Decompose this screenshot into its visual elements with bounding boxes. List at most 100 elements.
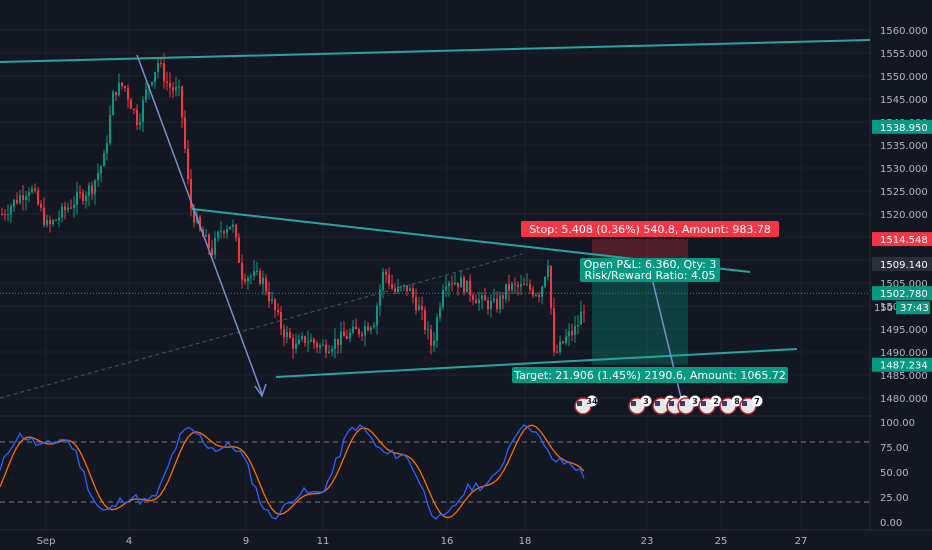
candle-body (382, 271, 384, 291)
current-price-tag[interactable] (872, 286, 932, 301)
candle-body (193, 208, 195, 223)
candle-body (19, 195, 21, 204)
candle-body (361, 334, 363, 336)
candle-body (154, 71, 156, 83)
candle-body (364, 326, 366, 336)
economic-events[interactable]: 343333287 (574, 395, 763, 415)
down-arrow-line[interactable] (136, 54, 263, 395)
candle-body (226, 229, 228, 233)
candle-body (550, 265, 552, 309)
candle-body (487, 300, 489, 310)
candle-body (577, 324, 579, 327)
stoch-k-line (0, 424, 585, 520)
candle-body (517, 284, 519, 287)
event-count-badge (689, 395, 701, 407)
candle-body (310, 339, 312, 342)
candle-body (319, 345, 321, 348)
candle-body (58, 217, 60, 221)
candle-body (325, 344, 327, 353)
candle-body (187, 148, 189, 180)
candle-body (475, 299, 477, 304)
candle-body (262, 277, 264, 285)
candle-body (391, 284, 393, 289)
candle-body (178, 86, 180, 88)
candle-body (118, 82, 120, 96)
oscillator-tick-label: 50.00 (880, 468, 909, 479)
flag-canton (655, 401, 660, 406)
candle-body (571, 331, 573, 335)
candle-body (460, 277, 462, 288)
countdown-text: 37:43 (900, 303, 929, 314)
candle-body (316, 343, 318, 348)
candle-body (349, 332, 351, 339)
candle-body (34, 188, 36, 191)
price-axis[interactable]: 1560.0001555.0001550.0001545.0001540.000… (872, 0, 932, 530)
candle-body (43, 207, 45, 225)
candle-body (241, 262, 243, 280)
candle-body (340, 331, 342, 345)
price-tick-label: 1550.000 (880, 72, 928, 83)
resistance-tag[interactable] (872, 119, 932, 134)
time-tick-label: 18 (519, 536, 532, 547)
candle-body (199, 216, 201, 230)
price-tick-label: 1555.000 (880, 49, 928, 60)
time-axis[interactable]: Sep 4 9 11 16 18 23 25 27 (0, 531, 932, 550)
flag-canton (722, 401, 727, 406)
time-tick-label: 4 (126, 536, 132, 547)
time-tick-label: 11 (317, 536, 330, 547)
candle-body (1, 214, 3, 215)
candle-body (238, 237, 240, 263)
candle-body (562, 341, 564, 344)
projection-arrow-line[interactable] (649, 269, 685, 411)
candle-body (46, 219, 48, 225)
candle-body (412, 288, 414, 298)
price-tick-label: 1490.000 (880, 348, 928, 359)
candle-body (7, 214, 9, 216)
candle-body (457, 282, 459, 288)
candle-body (565, 336, 567, 344)
stop-label-box[interactable] (521, 221, 779, 237)
candle-body (490, 300, 492, 310)
open-pnl-box[interactable] (580, 258, 720, 282)
candle-body (250, 275, 252, 278)
candle-body (424, 309, 426, 330)
candle-body (304, 336, 306, 343)
target-label-box[interactable] (512, 367, 788, 383)
candle-body (328, 351, 330, 353)
candle-body (142, 100, 144, 122)
event-count: 8 (734, 397, 740, 406)
candle-body (76, 192, 78, 205)
candle-body (415, 297, 417, 311)
candle-body (454, 282, 456, 285)
candle-body (133, 108, 135, 110)
target-tag[interactable] (872, 357, 932, 372)
candle-body (4, 214, 6, 216)
triangle-lower-line[interactable] (275, 348, 798, 378)
stop-tag[interactable] (872, 232, 932, 247)
price-tick-label: 1545.000 (880, 95, 928, 106)
candle-body (115, 91, 117, 96)
stop-tag-text: 1514.548 (880, 235, 928, 246)
candle-body (283, 328, 285, 338)
position-labels[interactable]: Stop: 5.408 (0.36%) 540.8, Amount: 983.7… (512, 221, 788, 383)
candle-body (274, 299, 276, 311)
candle-body (346, 336, 348, 339)
event-count-badge (751, 395, 763, 407)
candle-body (127, 88, 129, 100)
dashed-trendline[interactable] (0, 253, 523, 399)
candle-body (520, 283, 522, 287)
candle-body (289, 331, 291, 338)
candle-body (469, 280, 471, 296)
candle-body (514, 283, 516, 285)
candle-body (94, 180, 96, 194)
upper-trendline[interactable] (0, 39, 871, 63)
candle-body (190, 179, 192, 209)
candle-body (37, 190, 39, 205)
candle-body (31, 188, 33, 192)
entry-tag[interactable] (872, 256, 932, 271)
candle-body (295, 343, 297, 349)
time-tick-label: 25 (715, 536, 728, 547)
time-tick-label: 23 (641, 536, 654, 547)
candle-body (145, 89, 147, 101)
